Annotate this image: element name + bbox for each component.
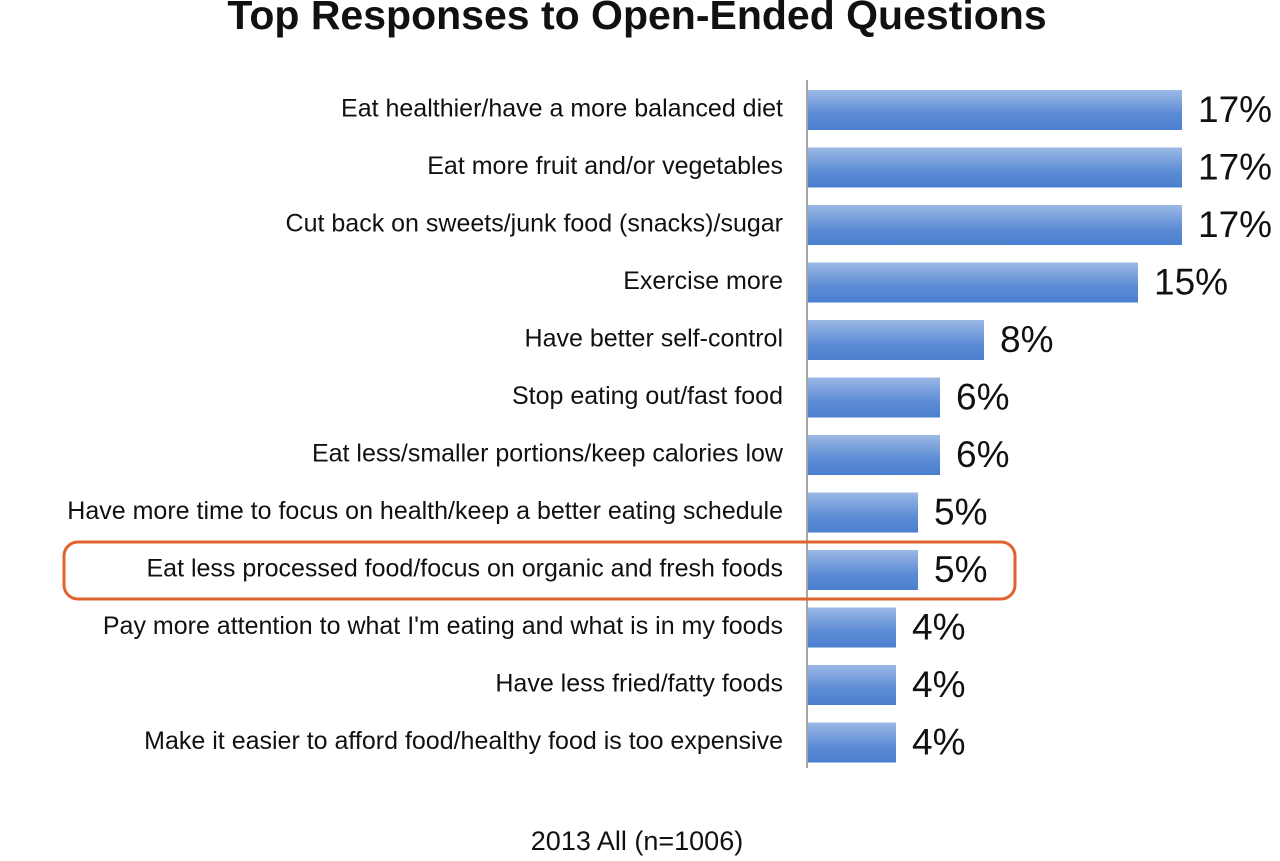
bar (808, 665, 896, 705)
highlight-box (62, 540, 1017, 601)
bar (808, 147, 1182, 188)
category-label: Have less fried/fatty foods (495, 670, 783, 698)
bar (808, 492, 918, 533)
value-label: 8% (1000, 319, 1053, 360)
bar (808, 607, 896, 648)
bar (808, 262, 1138, 303)
value-label: 6% (956, 376, 1009, 417)
bar (808, 205, 1182, 245)
bar (808, 377, 940, 418)
category-label: Pay more attention to what I'm eating an… (103, 612, 783, 640)
category-label: Make it easier to afford food/healthy fo… (144, 727, 783, 755)
category-label: Cut back on sweets/junk food (snacks)/su… (286, 210, 783, 238)
x-axis-label: 2013 All (n=1006) (531, 826, 743, 856)
chart-title: Top Responses to Open-Ended Questions (227, 0, 1046, 38)
value-label: 4% (912, 606, 965, 647)
category-label: Eat more fruit and/or vegetables (427, 152, 783, 180)
category-label: Have better self-control (525, 325, 783, 353)
category-label: Exercise more (623, 267, 783, 295)
value-label: 4% (912, 721, 965, 762)
category-label: Stop eating out/fast food (512, 382, 783, 410)
value-label: 17% (1198, 146, 1272, 187)
bar (808, 90, 1182, 130)
value-label: 15% (1154, 261, 1228, 302)
value-label: 17% (1198, 89, 1272, 130)
category-label: Eat healthier/have a more balanced diet (341, 95, 783, 123)
bar (808, 722, 896, 763)
category-label: Eat less/smaller portions/keep calories … (312, 440, 784, 468)
value-label: 6% (956, 434, 1009, 475)
value-label: 5% (934, 491, 987, 532)
value-label: 4% (912, 664, 965, 705)
bar (808, 435, 940, 475)
bar (808, 320, 984, 360)
value-label: 17% (1198, 204, 1272, 245)
value-label: 5% (934, 549, 987, 590)
category-label: Eat less processed food/focus on organic… (147, 555, 784, 583)
category-label: Have more time to focus on health/keep a… (67, 497, 783, 525)
bar (808, 550, 918, 590)
